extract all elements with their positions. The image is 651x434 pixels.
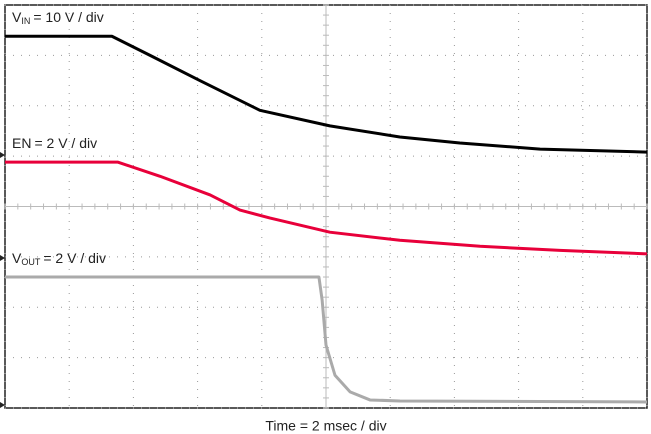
ground-marker (0, 152, 5, 158)
trace-label-scale: = 2 V / div (43, 250, 106, 266)
trace-label-scale: = 10 V / div (33, 9, 103, 25)
trace-label-name: V (12, 9, 22, 25)
trace (5, 275, 648, 404)
trace-label-sub: IN (21, 17, 30, 27)
ground-marker (0, 255, 5, 261)
trace-label-scale: = 2 V / div (34, 135, 97, 151)
trace (5, 34, 648, 154)
trace-label-name: EN (12, 135, 31, 151)
trace-label-name: V (12, 250, 22, 266)
ground-marker (0, 402, 5, 408)
trace (5, 160, 648, 256)
trace-label-sub: OUT (21, 257, 41, 267)
trace-label: EN = 2 V / div (12, 135, 97, 151)
trace-label: VIN = 10 V / div (12, 9, 104, 27)
x-axis-label: Time = 2 msec / div (265, 418, 386, 434)
trace-label: VOUT = 2 V / div (12, 250, 106, 268)
